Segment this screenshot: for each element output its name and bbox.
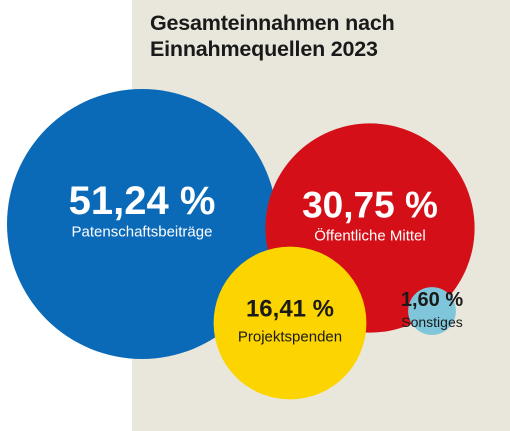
chart-title: Gesamteinnahmen nach Einnahmequellen 202…: [150, 10, 490, 62]
bubble-sonstiges-value: 1,60 %: [401, 289, 463, 311]
bubble-projektspenden-value: 16,41 %: [246, 296, 334, 323]
bubble-patenschaftsbeitraege-circle: [7, 89, 277, 359]
chart-title-line-1: Gesamteinnahmen nach: [150, 11, 395, 35]
bubble-patenschaftsbeitraege-value: 51,24 %: [69, 179, 216, 223]
bubble-sonstiges-circle: [408, 287, 456, 335]
bubble-projektspenden-circle: [213, 246, 367, 400]
bubble-patenschaftsbeitraege: 51,24 % Patenschaftsbeiträge: [7, 89, 277, 359]
bubble-oeffentliche-mittel-value: 30,75 %: [302, 185, 438, 226]
bubble-projektspenden: 16,41 % Projektspenden: [213, 246, 367, 400]
bubble-sonstiges: 1,60 % Sonstiges: [401, 287, 463, 335]
bubble-sonstiges-label: Sonstiges: [401, 314, 462, 330]
bubble-oeffentliche-mittel-label: Öffentliche Mittel: [314, 227, 425, 245]
bubble-projektspenden-label: Projektspenden: [238, 329, 342, 346]
chart-title-line-2: Einnahmequellen 2023: [150, 37, 378, 61]
bubble-patenschaftsbeitraege-label: Patenschaftsbeiträge: [72, 224, 213, 241]
